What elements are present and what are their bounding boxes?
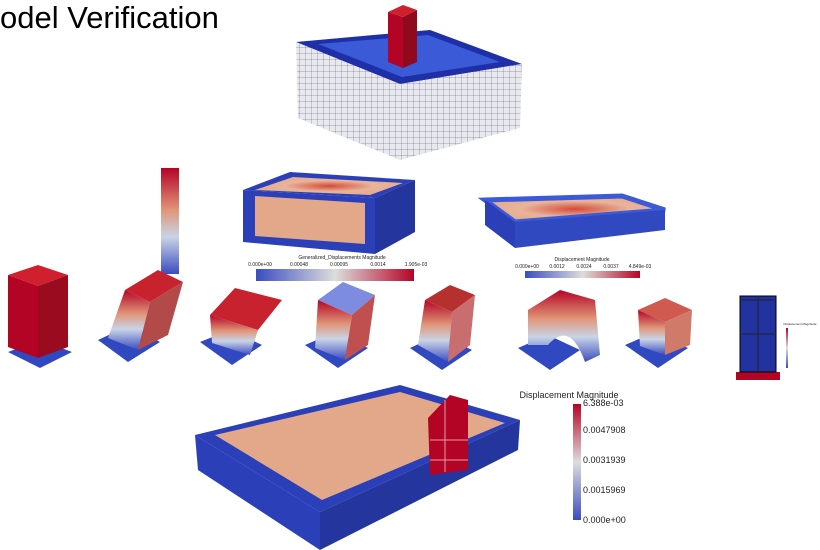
tank-model [195,385,520,550]
colorbar-label: 0.0015969 [583,485,626,495]
column-model [161,168,179,274]
twisted-block [305,282,375,368]
colorbar-title: Displacement Magnitude [554,257,609,263]
curved-block [518,290,600,370]
colorbar-label: 4.849e-03 [629,264,652,270]
colorbar-label: 0.0031939 [583,455,626,465]
colorbar: Generalized_Displacements Magnitude 0.00… [248,255,427,281]
colorbar: Displacement Magnitude 6.388e-03 0.00479… [519,390,625,525]
colorbar-label: 0.0024 [576,264,592,270]
colorbar-scale [786,328,788,368]
colorbar-label: 0.0037 [603,264,619,270]
box-model [477,193,666,248]
slide-title: odel Verification [0,0,219,35]
colorbar-label: 0.00095 [330,262,348,268]
colorbar-label: 6.388e-03 [583,398,624,408]
panel-model: Displacement Magnitude [736,295,817,380]
colorbar-title: Displacement Magnitude [519,390,618,400]
colorbar-label: 0.0047908 [583,425,626,435]
colorbar-scale [256,269,414,281]
colorbar-label: 0.0014 [370,262,386,268]
colorbar-title: Displacement Magnitude [783,322,816,326]
colorbar-label: 0.000e+00 [515,264,539,270]
colorbar-scale [525,271,640,278]
colorbar-label: 0.0012 [549,264,565,270]
bent-block [410,285,475,370]
tilted-block [200,288,282,365]
colorbar: Displacement Magnitude 0.000e+00 0.0012 … [515,257,651,278]
colorbar-label: 0.000e+00 [248,262,272,268]
colorbar-label: 0.000e+00 [583,515,626,525]
sheared-block [98,270,183,362]
colorbar-label: 0.00048 [290,262,308,268]
colorbar-scale [573,404,581,520]
box-model [243,172,415,254]
tall-block [8,265,72,368]
colorbar-title: Generalized_Displacements Magnitude [298,255,385,261]
colorbar-label: 1.905e-03 [405,262,428,268]
pool-model [296,5,522,160]
short-block [625,298,692,368]
